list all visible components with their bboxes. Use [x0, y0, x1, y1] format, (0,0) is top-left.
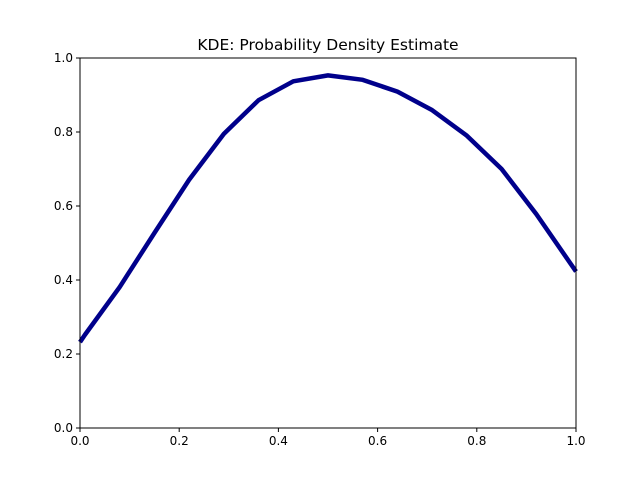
- x-tick-label: 1.0: [566, 434, 585, 448]
- x-axis: 0.0 0.2 0.4 0.6 0.8 1.0: [70, 428, 586, 448]
- x-tick-label: 0.0: [70, 434, 89, 448]
- y-tick-label: 0.0: [54, 421, 73, 435]
- y-tick-label: 0.4: [54, 273, 73, 287]
- y-tick-label: 1.0: [54, 51, 73, 65]
- x-tick-label: 0.8: [467, 434, 486, 448]
- y-tick-label: 0.2: [54, 347, 73, 361]
- x-tick-label: 0.4: [269, 434, 288, 448]
- chart-title: KDE: Probability Density Estimate: [197, 36, 458, 54]
- y-tick-label: 0.8: [54, 125, 73, 139]
- x-tick-label: 0.2: [170, 434, 189, 448]
- x-tick-label: 0.6: [368, 434, 387, 448]
- axes-frame: [79, 57, 577, 429]
- kde-density-line: [78, 73, 578, 344]
- y-tick-label: 0.6: [54, 199, 73, 213]
- y-axis: 0.0 0.2 0.4 0.6 0.8 1.0: [54, 51, 80, 435]
